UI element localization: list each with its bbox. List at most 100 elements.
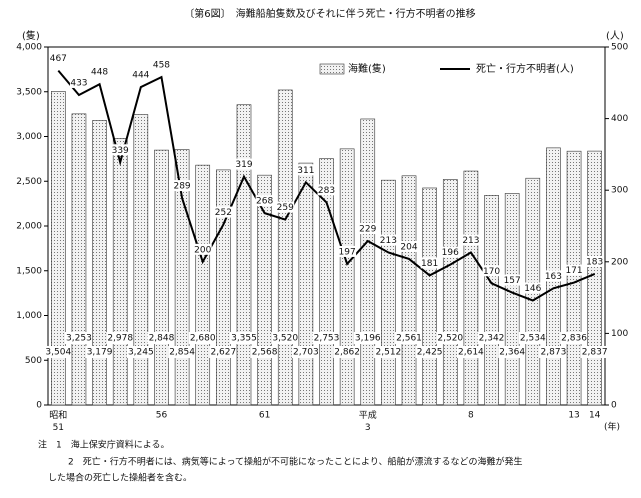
bar-value-label: 2,837 bbox=[582, 348, 608, 358]
note: 注 1 海上保安庁資料による。 bbox=[38, 439, 169, 451]
bar-value-label: 2,978 bbox=[107, 334, 133, 344]
line-value-label: 311 bbox=[297, 166, 314, 176]
bar bbox=[92, 120, 107, 406]
y2-tick-label: 500 bbox=[611, 43, 628, 53]
y-tick-label: 3,000 bbox=[16, 132, 42, 142]
bar-value-label: 2,873 bbox=[541, 348, 567, 358]
legend-label: 海難(隻) bbox=[348, 62, 386, 75]
note: した場合の死亡した操船者を含む。 bbox=[48, 472, 192, 484]
bar-value-label: 2,753 bbox=[314, 334, 340, 344]
bar bbox=[381, 179, 396, 406]
x-tick-label: 昭和 51 bbox=[49, 410, 67, 433]
line-label-bg bbox=[400, 240, 419, 252]
line-value-label: 163 bbox=[545, 272, 562, 282]
line-label-bg bbox=[358, 223, 377, 235]
line-label-bg bbox=[49, 52, 68, 64]
line-label-bg bbox=[90, 66, 109, 78]
y2-tick-label: 100 bbox=[611, 329, 628, 339]
value-label-bg bbox=[209, 346, 238, 358]
bar-value-label: 2,534 bbox=[520, 334, 546, 344]
bar bbox=[51, 91, 66, 406]
value-label-bg bbox=[374, 346, 403, 358]
line-label-bg bbox=[276, 201, 295, 213]
line-value-label: 433 bbox=[70, 78, 87, 88]
line-value-label: 197 bbox=[339, 247, 356, 257]
line-value-label: 339 bbox=[112, 146, 129, 156]
value-label-bg bbox=[518, 332, 547, 344]
bar bbox=[298, 162, 314, 406]
value-label-bg bbox=[415, 346, 444, 358]
y2-tick-label: 200 bbox=[611, 257, 628, 267]
bar-value-label: 2,364 bbox=[499, 348, 525, 358]
y-tick-label: 3,500 bbox=[16, 87, 42, 97]
value-label-bg bbox=[580, 346, 609, 358]
line-value-label: 183 bbox=[586, 257, 603, 267]
bar bbox=[216, 169, 231, 406]
value-label-bg bbox=[229, 332, 258, 344]
bar-value-label: 2,561 bbox=[396, 334, 422, 344]
line-value-label: 458 bbox=[153, 61, 170, 71]
value-label-bg bbox=[64, 332, 93, 344]
bar-value-label: 3,245 bbox=[128, 348, 154, 358]
bar bbox=[174, 149, 190, 406]
line-label-bg bbox=[420, 257, 439, 269]
value-label-bg bbox=[188, 332, 217, 344]
value-label-bg bbox=[250, 346, 279, 358]
value-label-bg bbox=[560, 332, 589, 344]
bar bbox=[71, 113, 87, 406]
line-value-label: 252 bbox=[215, 208, 232, 218]
line-value-label: 146 bbox=[524, 284, 541, 294]
bar-value-label: 2,680 bbox=[190, 334, 216, 344]
bar bbox=[401, 175, 417, 406]
y2-tick-label: 400 bbox=[611, 114, 628, 124]
line-label-bg bbox=[193, 243, 212, 255]
line-label-bg bbox=[338, 245, 357, 257]
x-tick-label: 61 bbox=[259, 411, 270, 421]
bar-value-label: 2,836 bbox=[561, 334, 587, 344]
line-label-bg bbox=[234, 158, 253, 170]
bar-value-label: 2,627 bbox=[210, 348, 236, 358]
bar bbox=[339, 148, 355, 406]
line-value-label: 204 bbox=[400, 242, 417, 252]
y2-tick-label: 300 bbox=[611, 186, 628, 196]
line-label-bg bbox=[565, 264, 584, 276]
bar-value-label: 2,862 bbox=[334, 348, 360, 358]
value-label-bg bbox=[456, 346, 485, 358]
bar-value-label: 3,520 bbox=[272, 334, 298, 344]
bar-value-label: 2,568 bbox=[252, 348, 278, 358]
line-label-bg bbox=[111, 144, 130, 156]
bar-value-label: 3,504 bbox=[45, 348, 71, 358]
bar-value-label: 2,703 bbox=[293, 348, 319, 358]
y-tick-label: 2,000 bbox=[16, 222, 42, 232]
line-label-bg bbox=[503, 274, 522, 286]
x-tick-label: 13 bbox=[568, 411, 579, 421]
value-label-bg bbox=[126, 346, 155, 358]
x-tick-label: 14 bbox=[589, 411, 601, 421]
x-tick-label: 56 bbox=[156, 411, 168, 421]
bar bbox=[504, 193, 520, 406]
y-tick-label: 1,000 bbox=[16, 311, 42, 321]
line-value-label: 213 bbox=[462, 236, 479, 246]
bar-value-label: 3,196 bbox=[355, 334, 381, 344]
bar-value-label: 3,179 bbox=[87, 348, 113, 358]
bar bbox=[195, 164, 211, 406]
chart-title: 〔第6図〕 海難船舶隻数及びそれに伴う死亡・行方不明者の推移 bbox=[184, 7, 475, 20]
y-tick-label: 0 bbox=[36, 401, 42, 411]
line-value-label: 200 bbox=[194, 245, 211, 255]
line-value-label: 283 bbox=[318, 186, 335, 196]
value-label-bg bbox=[312, 332, 341, 344]
x-unit: (年) bbox=[604, 421, 620, 433]
legend-swatch bbox=[319, 63, 345, 75]
bar bbox=[360, 118, 376, 406]
line-value-label: 229 bbox=[359, 225, 376, 235]
bar-value-label: 3,253 bbox=[66, 334, 92, 344]
line-value-label: 170 bbox=[483, 267, 500, 277]
y-tick-label: 4,000 bbox=[16, 43, 42, 53]
line-value-label: 268 bbox=[256, 197, 273, 207]
value-label-bg bbox=[85, 346, 114, 358]
bar bbox=[112, 138, 128, 406]
value-label-bg bbox=[436, 332, 465, 344]
value-label-bg bbox=[498, 346, 527, 358]
line-label-bg bbox=[544, 270, 563, 282]
